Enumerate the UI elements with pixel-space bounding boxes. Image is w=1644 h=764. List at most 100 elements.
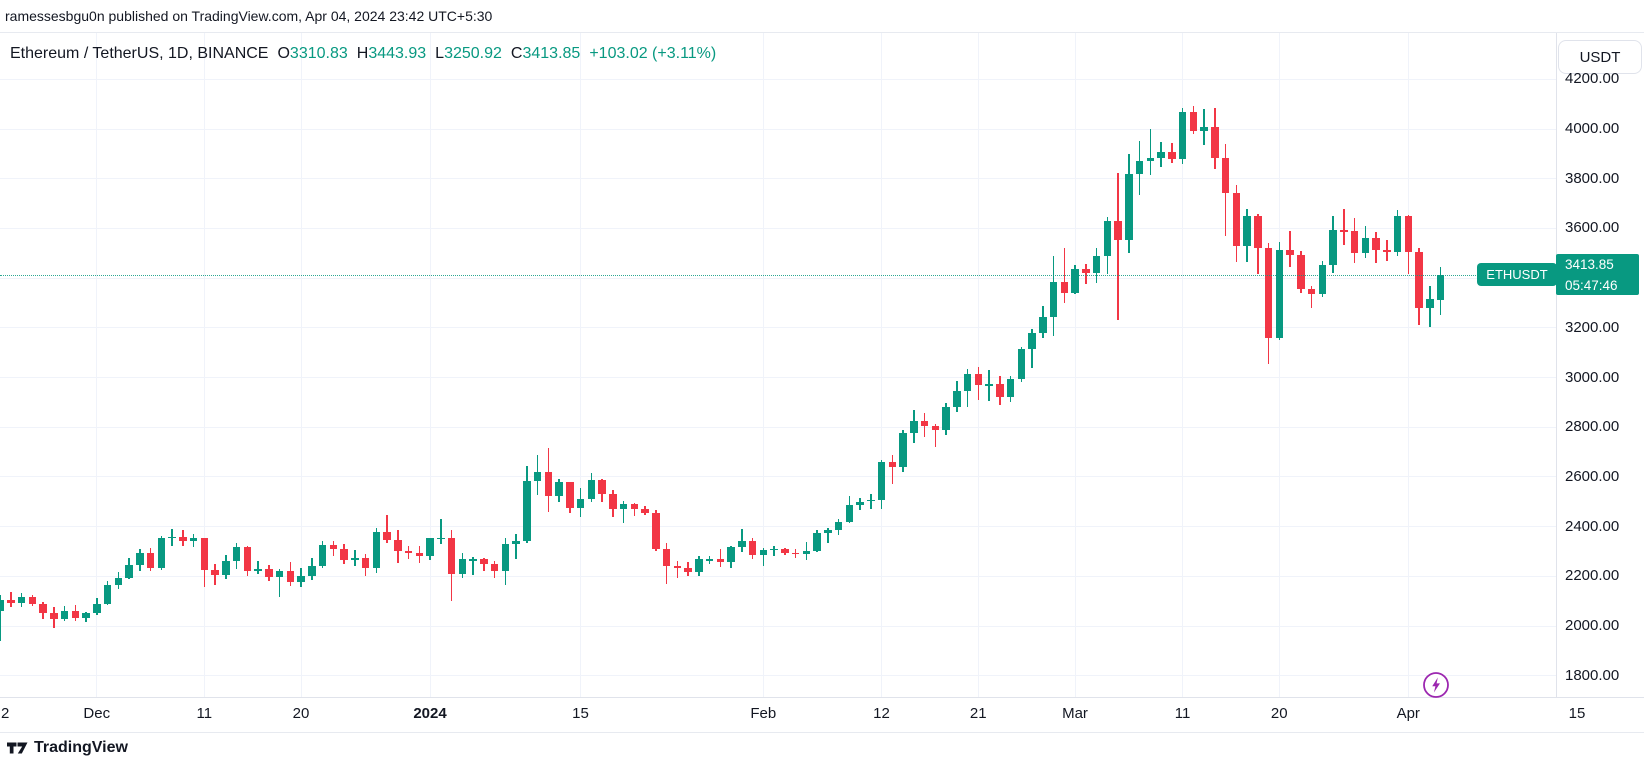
close-label: C: [510, 45, 523, 62]
time-tick-label: 20: [1270, 705, 1288, 722]
time-tick-label: 20: [292, 705, 310, 722]
candle-wick: [719, 549, 721, 568]
candle-body: [695, 559, 703, 572]
high-value: 3443.93: [368, 45, 427, 62]
candle-body: [1178, 111, 1187, 159]
symbol-legend[interactable]: Ethereum / TetherUS, 1D, BINANCE O3310.83…: [10, 45, 716, 62]
candle-body: [232, 547, 241, 562]
candle-body: [318, 545, 327, 567]
candle-body: [1318, 264, 1326, 294]
currency-toggle-button[interactable]: USDT: [1558, 40, 1642, 74]
candle-body: [716, 559, 724, 562]
gridline-vertical: [1407, 33, 1409, 697]
candle-body: [0, 599, 4, 611]
candle-body: [770, 548, 778, 551]
gridline-horizontal: [0, 625, 1556, 627]
candle-body: [1125, 173, 1133, 240]
candle-body: [1254, 216, 1262, 249]
candle-body: [587, 479, 595, 499]
grid-layer: [0, 33, 1556, 697]
candle-wick: [827, 528, 829, 543]
candle-wick: [622, 500, 625, 523]
candle-body: [609, 494, 617, 509]
candle-body: [619, 503, 628, 509]
price-tick-label: 2000.00: [1565, 617, 1620, 634]
gridline-vertical: [96, 33, 98, 697]
candle-body: [1168, 152, 1176, 159]
last-price-line: [0, 274, 1556, 276]
candle-body: [458, 559, 466, 574]
gridline-horizontal: [0, 227, 1556, 229]
candle-body: [297, 575, 305, 582]
candle-body: [1297, 255, 1305, 290]
last-price-flag: 3413.85 05:47:46: [1556, 253, 1639, 295]
candle-body: [1361, 237, 1369, 253]
tradingview-logo-icon[interactable]: [7, 741, 29, 757]
candle-body: [71, 610, 79, 619]
time-tick-label: 11: [196, 705, 213, 722]
candle-body: [985, 384, 993, 386]
candle-body: [856, 501, 864, 505]
candle-body: [1114, 221, 1122, 240]
gridline-horizontal: [0, 327, 1556, 329]
candle-body: [652, 513, 660, 549]
candle-wick: [633, 503, 635, 517]
candle-body: [1415, 252, 1423, 309]
candle-body: [641, 509, 649, 514]
candle-body: [877, 461, 886, 500]
candle-wick: [354, 549, 356, 567]
candle-body: [125, 565, 133, 578]
candle-wick: [0, 594, 1, 641]
candle-wick: [1310, 285, 1313, 308]
candle-body: [254, 569, 262, 571]
candle-body: [555, 482, 563, 497]
candle-body: [265, 569, 273, 578]
price-tick-label: 3600.00: [1565, 219, 1620, 237]
candle-wick: [741, 528, 743, 552]
candle-body: [189, 538, 198, 541]
candle-body: [361, 558, 370, 569]
flash-icon[interactable]: [1422, 671, 1450, 699]
candle-body: [759, 550, 767, 556]
candle-body: [211, 569, 219, 576]
candle-wick: [773, 545, 775, 557]
candle-body: [437, 537, 445, 539]
candle-body: [1135, 161, 1144, 174]
open-value: 3310.83: [289, 45, 348, 62]
candle-body: [1071, 268, 1079, 294]
candle-body: [1232, 193, 1240, 247]
candle-body: [103, 584, 112, 605]
gridline-vertical: [1074, 33, 1076, 697]
candle-body: [1082, 268, 1090, 273]
candle-body: [136, 552, 144, 566]
symbol-title: Ethereum / TetherUS, 1D, BINANCE: [10, 45, 269, 62]
price-tick-label: 1800.00: [1565, 666, 1620, 684]
candle-wick: [1343, 209, 1345, 245]
candle-body: [1307, 289, 1316, 294]
candle-body: [329, 545, 337, 550]
candle-wick: [515, 533, 517, 559]
candle-wick: [934, 424, 936, 448]
time-tick-label: 2: [1, 705, 10, 722]
candles-layer: [0, 33, 1556, 697]
gridline-vertical: [203, 33, 205, 697]
candle-body: [910, 420, 918, 433]
price-tick-label: 2400.00: [1565, 517, 1620, 535]
candle-body: [490, 563, 499, 572]
candle-body: [243, 547, 251, 571]
candlestick-chart[interactable]: Ethereum / TetherUS, 1D, BINANCE O3310.83…: [0, 33, 1644, 733]
candle-body: [1286, 250, 1294, 256]
candle-body: [1426, 299, 1434, 309]
candle-body: [996, 384, 1004, 397]
gridline-horizontal: [0, 377, 1556, 378]
candle-body: [566, 482, 574, 509]
candle-wick: [257, 560, 259, 574]
candle-body: [1221, 157, 1230, 194]
gridline-horizontal: [0, 675, 1556, 677]
tradingview-brand-text[interactable]: TradingView: [34, 739, 128, 756]
candle-body: [727, 546, 735, 562]
candle-body: [286, 571, 294, 582]
candle-body: [888, 461, 896, 467]
low-value: 3250.92: [444, 45, 502, 62]
candle-wick: [1289, 230, 1291, 267]
